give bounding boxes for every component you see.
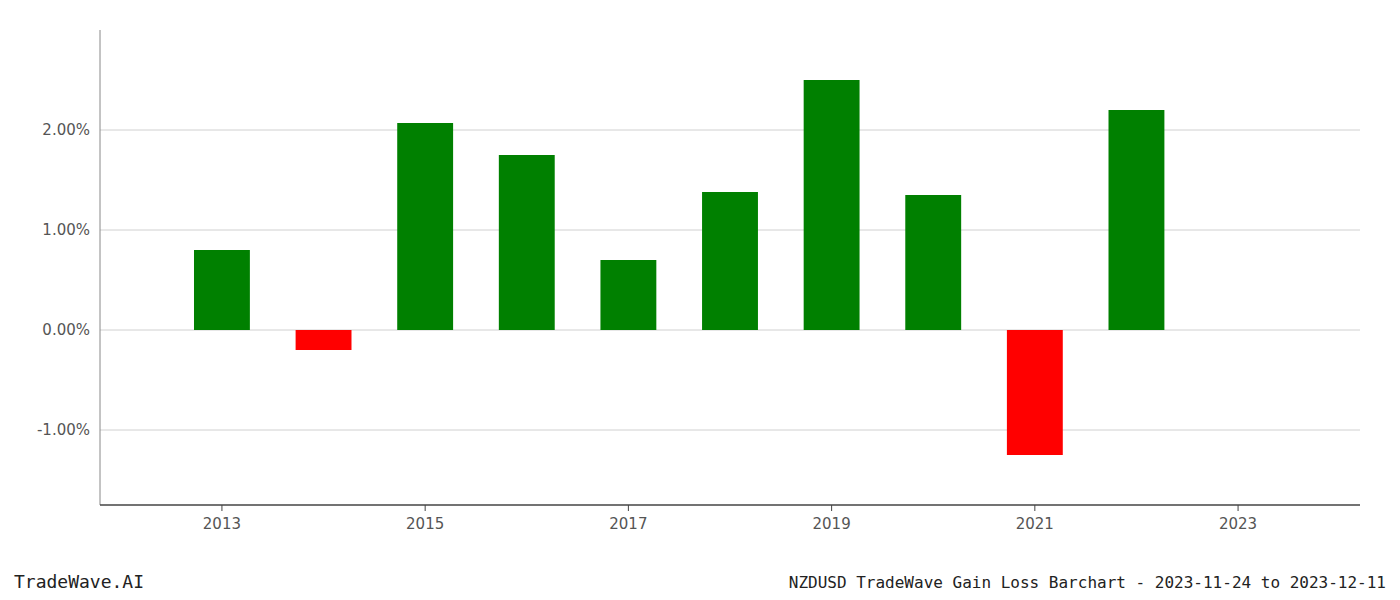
bar	[600, 260, 656, 330]
x-tick-label: 2013	[203, 515, 241, 533]
bar	[804, 80, 860, 330]
x-tick	[221, 505, 222, 511]
bar	[296, 330, 352, 350]
x-tick-label: 2019	[813, 515, 851, 533]
x-tick	[628, 505, 629, 511]
x-tick-label: 2021	[1016, 515, 1054, 533]
brand-text: TradeWave.AI	[14, 571, 144, 592]
x-tick-label: 2023	[1219, 515, 1257, 533]
x-ticks: 2013 2015 2017 2019 2021 2023	[203, 505, 1257, 533]
bar	[702, 192, 758, 330]
title: NZDUSD TradeWave Gain Loss Barchart - 20…	[789, 573, 1386, 592]
bar	[905, 195, 961, 330]
y-axis-line	[100, 30, 101, 505]
x-tick	[1034, 505, 1035, 511]
grid-line	[100, 130, 1360, 131]
y-tick-label: 2.00%	[42, 121, 90, 139]
bar	[194, 250, 250, 330]
bar	[499, 155, 555, 330]
x-tick	[831, 505, 832, 511]
x-tick	[1238, 505, 1239, 511]
y-tick-labels: -1.00% 0.00% 1.00% 2.00%	[37, 121, 90, 439]
grid-line	[100, 430, 1360, 431]
y-grid	[100, 130, 1360, 430]
bar	[1109, 110, 1165, 330]
chart-container: -1.00% 0.00% 1.00% 2.00% 2013 2015 2017 2019 202…	[0, 0, 1400, 600]
bars	[194, 80, 1164, 455]
bar	[397, 123, 453, 330]
chart: -1.00% 0.00% 1.00% 2.00% 2013 2015 2017 2019 202…	[0, 0, 1400, 600]
bar	[1007, 330, 1063, 455]
x-tick-label: 2017	[609, 515, 647, 533]
x-tick	[425, 505, 426, 511]
x-axis-line	[100, 504, 1360, 506]
y-tick-label: -1.00%	[37, 421, 90, 439]
y-tick-label: 0.00%	[42, 321, 90, 339]
y-tick-label: 1.00%	[42, 221, 90, 239]
x-tick-label: 2015	[406, 515, 444, 533]
